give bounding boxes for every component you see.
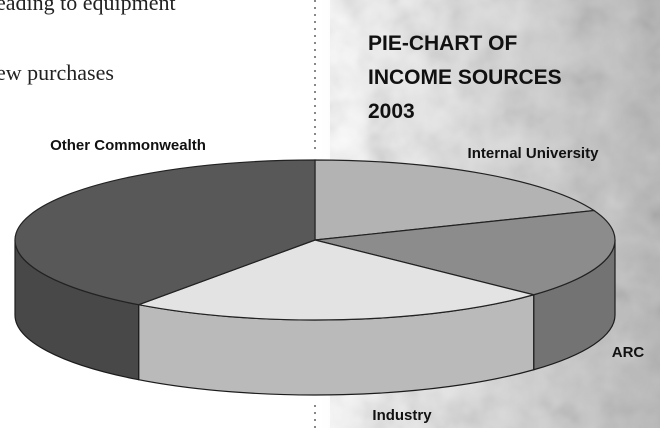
slice-label: ARC (612, 344, 645, 361)
page: {"text_fragments": ["eading to equipment… (0, 0, 660, 428)
chart: eading to equipment ew purchases PIE-CHA… (0, 0, 660, 428)
pie (15, 160, 615, 395)
chart-title: 2003 (368, 100, 415, 123)
body-text: eading to equipment (0, 0, 176, 15)
slice-label: Other Commonwealth (50, 137, 206, 154)
chart-title: INCOME SOURCES (368, 66, 562, 89)
slice-label: Internal University (468, 145, 600, 162)
body-text: ew purchases (0, 60, 114, 85)
chart-title: PIE-CHART OF (368, 32, 518, 55)
slice-label: Industry (372, 407, 432, 424)
